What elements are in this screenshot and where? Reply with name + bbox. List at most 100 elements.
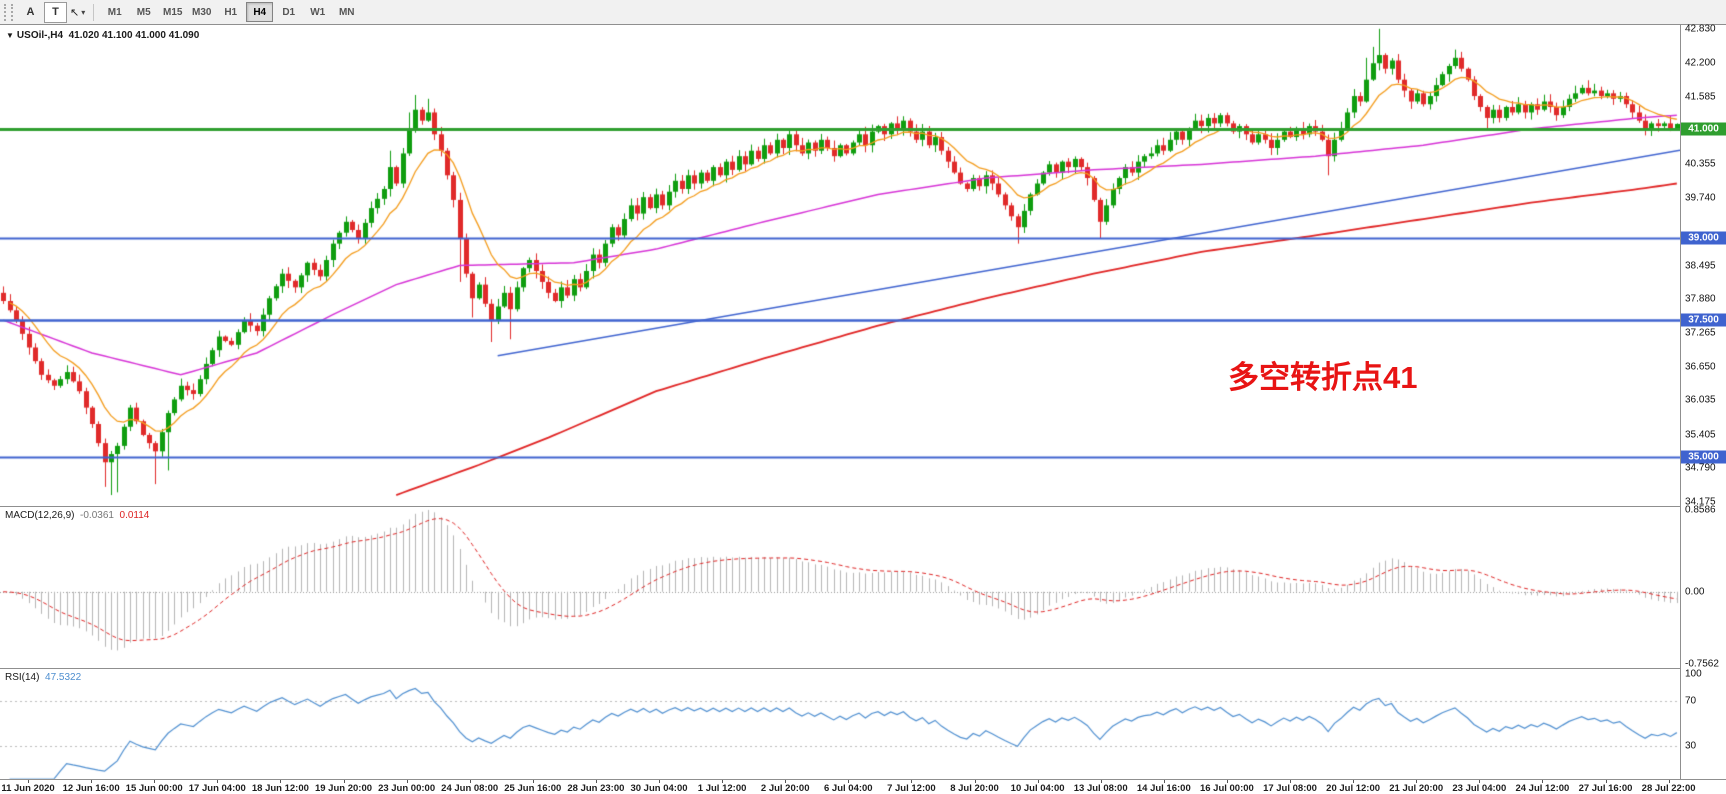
time-tick-mark [1163, 780, 1165, 783]
time-tick-label: 20 Jul 12:00 [1326, 783, 1381, 794]
scale-tick-label: 40.355 [1685, 158, 1716, 170]
time-tick-mark [1668, 780, 1670, 783]
line-studies-dropdown[interactable]: ↖ ▾ [70, 3, 85, 22]
scale-tick-label: 34.175 [1685, 496, 1716, 508]
candlestick-chart[interactable] [0, 25, 1680, 794]
rsi-indicator-label: RSI(14) 47.5322 [5, 672, 82, 683]
time-tick-label: 27 Jul 16:00 [1578, 783, 1633, 794]
time-tick-label: 14 Jul 16:00 [1136, 783, 1191, 794]
time-tick-label: 24 Jun 08:00 [441, 783, 499, 794]
timeframe-w1[interactable]: W1 [310, 6, 326, 18]
timeframe-d1[interactable]: D1 [282, 6, 296, 18]
time-tick-label: 30 Jun 04:00 [630, 783, 688, 794]
scale-tick-label: 70 [1685, 695, 1697, 707]
time-tick-mark [1605, 780, 1607, 783]
time-tick-label: 28 Jul 22:00 [1641, 783, 1696, 794]
timeframe-m15[interactable]: M15 [163, 6, 183, 18]
price-tag: 35.000 [1681, 450, 1726, 464]
time-tick-label: 16 Jul 00:00 [1199, 783, 1254, 794]
timeframe-mn[interactable]: MN [338, 6, 355, 18]
time-tick-mark [1226, 780, 1228, 783]
time-tick-label: 11 Jun 2020 [1, 783, 55, 794]
price-tag: 39.000 [1681, 231, 1726, 245]
time-tick-label: 15 Jun 00:00 [125, 783, 183, 794]
time-tick-mark [785, 780, 787, 783]
timeframe-h1[interactable]: H1 [224, 6, 238, 18]
time-tick-mark [1290, 780, 1291, 783]
time-tick-label: 21 Jul 20:00 [1389, 783, 1444, 794]
price-scale[interactable]: 42.830 42.200 41.585 40.355 39.740 38.495 37.8… [1680, 23, 1726, 779]
time-tick-label: 10 Jul 04:00 [1010, 783, 1065, 794]
time-tick-label: 28 Jun 23:00 [567, 783, 625, 794]
time-tick-label: 17 Jul 08:00 [1263, 783, 1317, 794]
scale-tick-label: 35.405 [1685, 429, 1716, 441]
chevron-down-icon: ▾ [81, 7, 86, 17]
timeframe-m1[interactable]: M1 [107, 6, 122, 18]
time-tick-label: 24 Jul 12:00 [1515, 783, 1570, 794]
scale-tick-label: -0.7562 [1685, 658, 1719, 670]
time-tick-mark [91, 780, 93, 783]
time-tick-mark [1100, 780, 1102, 783]
time-tick-mark [406, 780, 408, 783]
time-tick-label: 17 Jun 04:00 [188, 783, 246, 794]
time-tick-mark [911, 780, 913, 783]
time-tick-mark [848, 780, 850, 783]
timeframe-m30[interactable]: M30 [192, 6, 212, 18]
macd-indicator-label: MACD(12,26,9) -0.0361 0.0114 [5, 510, 150, 521]
price-tag: 37.500 [1681, 313, 1726, 327]
scale-tick-label: 38.495 [1685, 260, 1716, 272]
symbol-name: USOil-,H4 [16, 30, 64, 41]
rsi-value: 47.5322 [45, 672, 82, 683]
annotation-tool-button[interactable]: A [26, 6, 35, 18]
time-tick-mark [595, 780, 597, 783]
time-tick-mark [1416, 780, 1418, 783]
time-tick-label: 1 Jul 12:00 [697, 783, 747, 794]
macd-main-value: -0.0361 [80, 510, 114, 521]
toolbar-separator [93, 3, 95, 21]
symbol-label: ▼ USOil-,H4 41.020 41.100 41.000 41.090 [6, 30, 199, 41]
timeframe-toolbar: M1 M5 M15 M30 H1 H4 D1 W1 MN [100, 2, 361, 22]
time-tick-mark [154, 780, 156, 783]
time-tick-mark [1037, 780, 1039, 783]
scale-tick-label: 39.740 [1685, 192, 1716, 204]
scale-tick-label: 34.790 [1685, 462, 1716, 474]
top-toolbar: A T ↖ ▾ M1 M5 M15 M30 H1 H4 D1 W1 MN [0, 0, 1726, 25]
time-tick-label: 13 Jul 08:00 [1073, 783, 1128, 794]
time-tick-mark [722, 780, 724, 783]
text-tool-button[interactable]: T [44, 1, 67, 23]
panel-separator[interactable] [0, 668, 1726, 669]
scale-tick-label: 100 [1685, 668, 1702, 680]
time-tick-label: 25 Jun 16:00 [504, 783, 562, 794]
time-tick-mark [280, 780, 282, 783]
time-tick-mark [532, 780, 534, 783]
time-tick-mark [974, 780, 976, 783]
time-axis[interactable]: 11 Jun 2020 12 Jun 16:00 15 Jun 00:00 17 Ju… [0, 780, 1696, 794]
time-tick-mark [28, 780, 29, 783]
scale-tick-label: 36.650 [1685, 361, 1716, 373]
scale-tick-label: 42.830 [1685, 23, 1716, 35]
scale-tick-label: 42.200 [1685, 57, 1716, 69]
time-tick-mark [343, 780, 345, 783]
scale-tick-label: 30 [1685, 740, 1697, 752]
panel-separator[interactable] [0, 506, 1726, 507]
scale-tick-label: 41.585 [1685, 91, 1716, 103]
symbol-dropdown-icon[interactable]: ▼ [6, 31, 14, 40]
toolbar-grip-icon[interactable] [4, 3, 13, 21]
cursor-icon: ↖ [70, 6, 80, 19]
price-tag: 41.000 [1681, 122, 1726, 136]
time-tick-label: 23 Jun 00:00 [378, 783, 436, 794]
time-tick-mark [1353, 780, 1355, 783]
time-tick-label: 6 Jul 04:00 [824, 783, 873, 794]
time-tick-label: 23 Jul 04:00 [1452, 783, 1507, 794]
timeframe-m5[interactable]: M5 [136, 6, 151, 18]
time-tick-mark [469, 780, 471, 783]
scale-tick-label: 36.035 [1685, 394, 1716, 406]
time-tick-mark [1479, 780, 1481, 783]
timeframe-h4[interactable]: H4 [246, 2, 274, 22]
scale-tick-label: 0.8586 [1685, 504, 1716, 516]
chart-annotation-text: 多空转折点41 [1228, 360, 1418, 395]
scale-tick-label: 0.00 [1685, 586, 1705, 598]
ohlc-values: 41.020 41.100 41.000 41.090 [68, 30, 200, 41]
time-tick-label: 19 Jun 20:00 [314, 783, 373, 794]
